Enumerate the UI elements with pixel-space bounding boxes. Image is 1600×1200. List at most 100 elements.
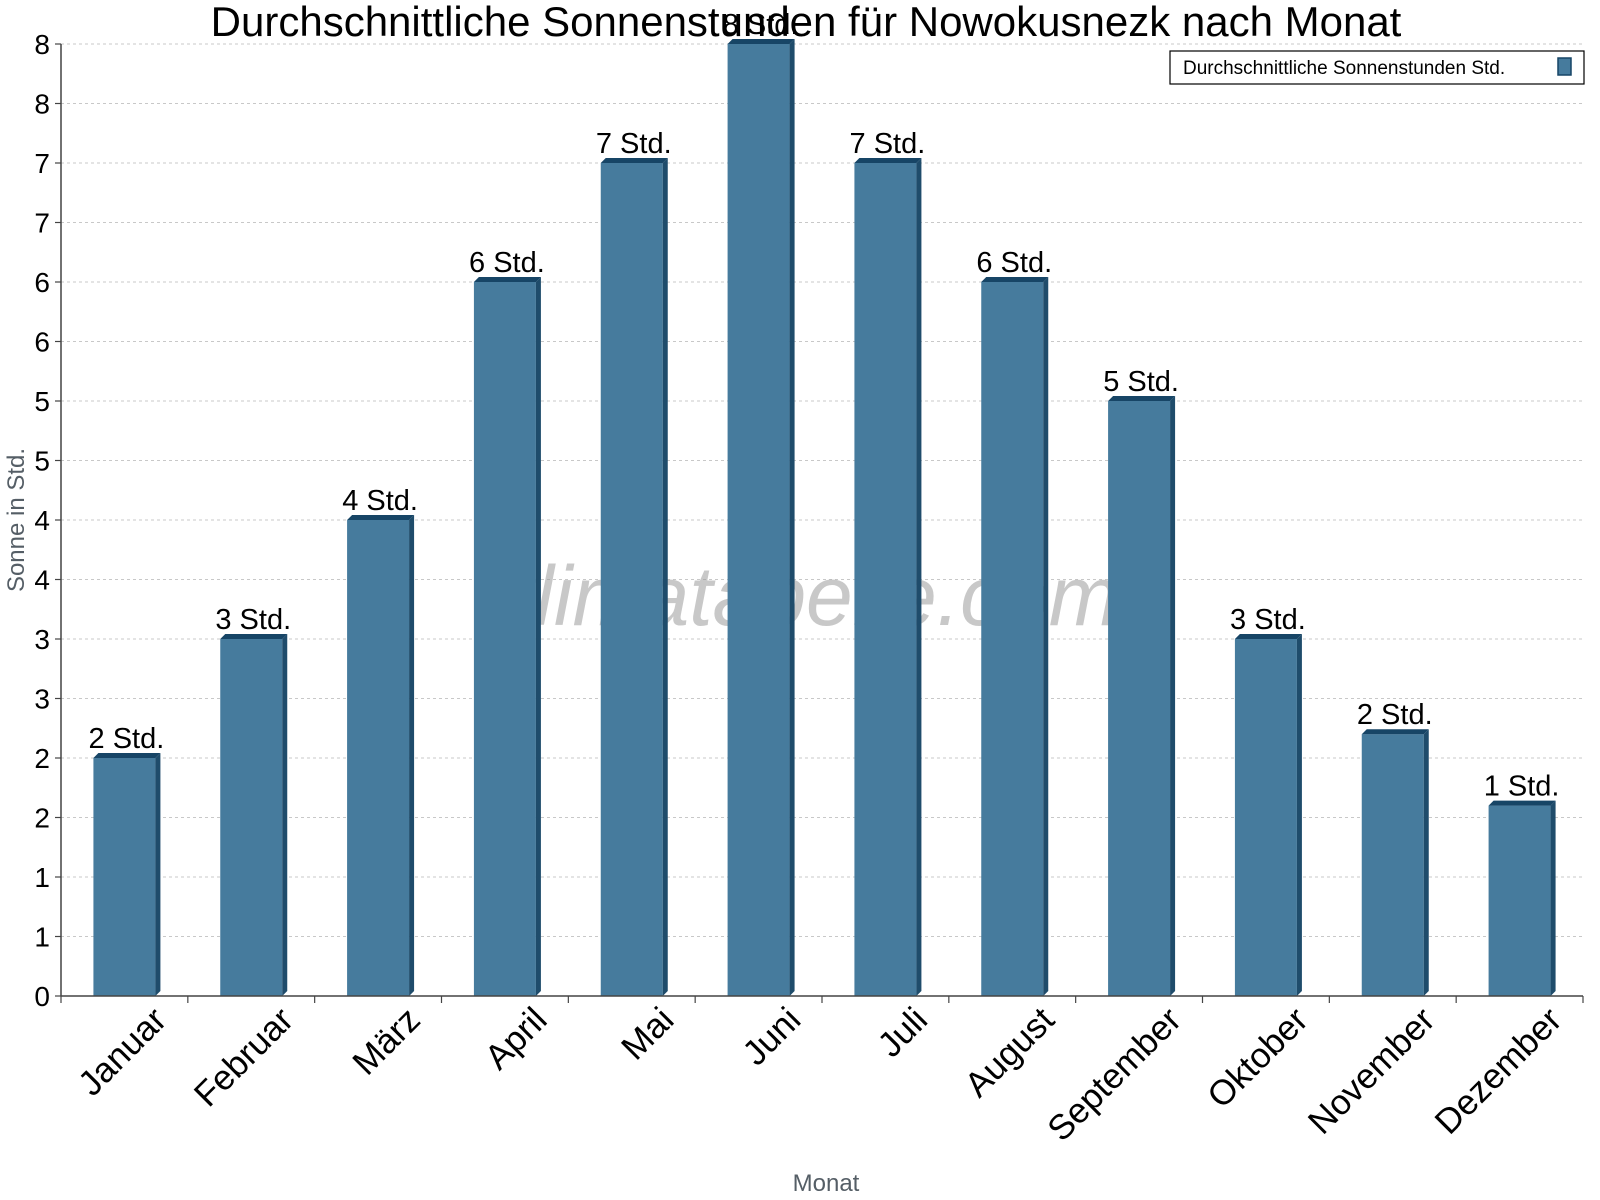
- y-tick-label: 5: [34, 386, 50, 417]
- x-tick-label: Oktober: [1200, 1000, 1316, 1116]
- y-tick-label: 7: [34, 208, 50, 239]
- data-label: 3 Std.: [1230, 604, 1306, 636]
- bar: [1234, 634, 1302, 996]
- axes: [55, 43, 1584, 1003]
- bar-top: [854, 158, 922, 163]
- x-tick-label: Februar: [187, 1000, 301, 1114]
- data-label: 6 Std.: [976, 247, 1052, 279]
- bar: [1488, 800, 1556, 996]
- x-tick-label: März: [345, 1000, 428, 1083]
- bar-top: [981, 277, 1049, 282]
- data-label: 8 Std.: [723, 9, 799, 41]
- bar-top: [473, 277, 541, 282]
- bar-side: [1296, 634, 1302, 996]
- y-tick-label: 6: [34, 267, 50, 298]
- bar-side: [916, 158, 922, 996]
- bar: [220, 634, 288, 996]
- x-tick-label: Mai: [614, 1000, 681, 1067]
- grid-lines: [61, 43, 1583, 937]
- legend: Durchschnittliche Sonnenstunden Std.: [1169, 50, 1585, 85]
- bar-front: [347, 520, 410, 996]
- bar: [473, 277, 541, 996]
- bar-side: [1043, 277, 1049, 996]
- data-label: 6 Std.: [469, 247, 545, 279]
- bar-top: [347, 515, 415, 520]
- data-label: 2 Std.: [89, 723, 165, 755]
- data-label: 5 Std.: [1103, 366, 1179, 398]
- bar: [981, 277, 1049, 996]
- data-label: 4 Std.: [342, 485, 418, 517]
- bar-front: [854, 163, 917, 996]
- y-tick-label: 2: [34, 743, 50, 774]
- data-labels: 2 Std. 3 Std. 4 Std. 6 Std. 7 Std. 8 Std. 7 St…: [89, 9, 1560, 803]
- bar-side: [535, 277, 541, 996]
- x-tick-label: August: [957, 1000, 1062, 1105]
- x-tick-label: Dezember: [1427, 1000, 1569, 1142]
- bar-front: [1108, 401, 1171, 996]
- data-label: 1 Std.: [1484, 771, 1560, 803]
- bar-top: [1488, 800, 1556, 806]
- x-tick-label: Juni: [735, 1000, 808, 1073]
- bar-front: [1488, 805, 1551, 996]
- y-tick-label: 0: [34, 981, 50, 1012]
- y-tick-label: 5: [34, 446, 50, 477]
- y-tick-label: 4: [34, 565, 50, 596]
- bar: [854, 158, 922, 996]
- data-label: 3 Std.: [215, 604, 291, 636]
- y-tick-label: 8: [34, 89, 50, 120]
- legend-swatch: [1557, 57, 1572, 76]
- bar-side: [1550, 800, 1556, 996]
- bar-side: [662, 158, 668, 996]
- bar: [347, 515, 415, 996]
- bar-side: [1170, 396, 1176, 996]
- bar-front: [600, 163, 663, 996]
- bar-top: [727, 39, 795, 44]
- data-label: 2 Std.: [1357, 699, 1433, 731]
- x-tick-label: April: [477, 1000, 554, 1077]
- bar-top: [93, 753, 161, 758]
- x-tick-label: November: [1301, 1000, 1443, 1142]
- bar-top: [1234, 634, 1302, 639]
- data-label: 7 Std.: [596, 128, 672, 160]
- y-tick-label: 1: [34, 922, 50, 953]
- bar: [1108, 396, 1176, 996]
- bar-front: [981, 282, 1044, 996]
- bar-front: [727, 44, 790, 996]
- y-tick-label: 4: [34, 505, 50, 536]
- y-tick-label: 1: [34, 862, 50, 893]
- y-tick-labels: 0 1 1 2 2 3 3 4 4 5 5 6 6 7 7 8 8: [34, 29, 50, 1012]
- data-label: 7 Std.: [850, 128, 926, 160]
- bar-front: [1234, 639, 1297, 996]
- y-tick-label: 6: [34, 327, 50, 358]
- bar-top: [1361, 729, 1429, 735]
- x-axis-label: Monat: [793, 1170, 860, 1197]
- y-tick-label: 8: [34, 29, 50, 60]
- y-tick-label: 3: [34, 684, 50, 715]
- bar-front: [93, 758, 156, 996]
- bar-side: [409, 515, 415, 996]
- x-tick-labels: Januar Februar März April Mai Juni Juli AugustS…: [71, 1000, 1570, 1149]
- legend-series-label: Durchschnittliche Sonnenstunden Std.: [1183, 58, 1505, 79]
- x-tick-label: Januar: [71, 1000, 174, 1103]
- bars: [93, 39, 1556, 996]
- bar-side: [282, 634, 288, 996]
- bar-front: [1361, 734, 1424, 996]
- bar-front: [473, 282, 536, 996]
- bar: [600, 158, 668, 996]
- bar: [1361, 729, 1429, 996]
- chart-title: Durchschnittliche Sonnenstunden für Nowo…: [211, 0, 1402, 45]
- x-tick-label: September: [1040, 1000, 1189, 1149]
- bar-side: [155, 753, 161, 996]
- y-tick-label: 2: [34, 803, 50, 834]
- bar: [727, 39, 795, 996]
- bar: [93, 753, 161, 996]
- bar-side: [1423, 729, 1429, 996]
- y-axis-label: Sonne in Std.: [3, 448, 30, 592]
- legend-box: [1169, 50, 1585, 85]
- y-tick-label: 7: [34, 148, 50, 179]
- bar-top: [220, 634, 288, 639]
- bar-top: [1108, 396, 1176, 401]
- bar-side: [789, 39, 795, 996]
- y-tick-label: 3: [34, 624, 50, 655]
